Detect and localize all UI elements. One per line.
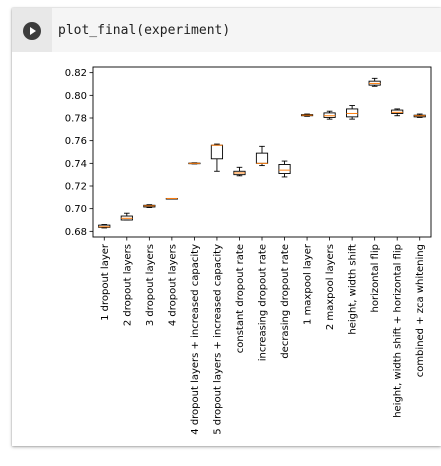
y-tick-label: 0.76 [65,136,87,147]
x-tick-label: combined + zca whitening [415,244,426,377]
x-tick-label: increasing dropout rate [258,244,269,361]
box [278,164,291,174]
x-tick-label: decrasing dropout rate [280,244,291,359]
play-icon[interactable] [23,22,41,40]
x-tick-label: height, width shift + horizontal flip [393,244,404,418]
box [98,224,111,228]
x-tick-label: 1 dropout layer [100,243,111,321]
run-gutter [12,8,52,52]
x-tick-label: 4 dropout layers [167,244,178,326]
y-tick-label: 0.70 [65,204,87,215]
y-tick-label: 0.68 [65,227,87,238]
x-tick-label: 2 dropout layers [122,244,133,326]
cell-output: 0.68 0.70 0.72 0.74 0.76 0.78 0.80 0.82 1 dropou… [12,52,441,446]
notebook-cell: plot_final(experiment) 0.68 0.70 0.72 0.74 0… [12,8,441,446]
y-tick-label: 0.80 [65,91,87,102]
code-text[interactable]: plot_final(experiment) [58,23,231,38]
box [210,144,224,160]
box [255,152,269,164]
x-tick-label: 1 maxpool layer [303,243,314,325]
box [391,109,404,114]
x-tick-label: 4 dropout layers + increased capacity [190,244,201,435]
x-tick-label: 3 dropout layers [145,244,156,326]
x-tick-label: 2 maxpool layers [325,244,336,330]
y-tick-label: 0.82 [65,68,87,79]
y-tick-label: 0.78 [65,114,87,125]
y-tick-label: 0.74 [65,159,87,170]
x-tick-label: horizontal flip [370,244,381,312]
code-cell[interactable]: plot_final(experiment) [12,8,441,52]
y-tick-label: 0.72 [65,182,87,193]
x-tick-label: constant dropout rate [235,244,246,353]
x-tick-label: 5 dropout layers + increased capacity [212,244,223,435]
box-plot-chart: 0.68 0.70 0.72 0.74 0.76 0.78 0.80 0.82 1 dropou… [65,66,432,435]
box [323,112,336,118]
x-tick-label: height, width shift [348,244,359,335]
box [346,108,359,118]
